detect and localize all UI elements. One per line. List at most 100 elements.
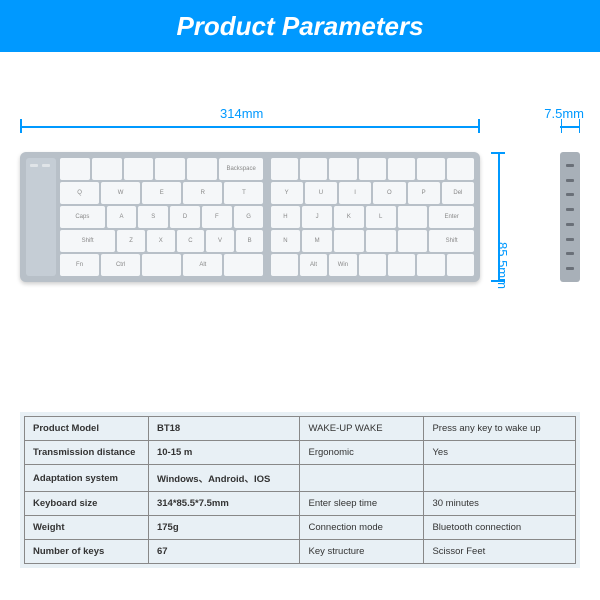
key: P xyxy=(408,182,440,204)
spec-value: Scissor Feet xyxy=(424,540,576,564)
spec-label: Key structure xyxy=(300,540,424,564)
spec-value: Bluetooth connection xyxy=(424,516,576,540)
spec-table-container: Product ModelBT18WAKE-UP WAKEPress any k… xyxy=(20,412,580,568)
key xyxy=(359,254,386,276)
key: Alt xyxy=(183,254,222,276)
keyboard-right-half: YUIOPDelHJKLEnterNMShiftAltWin xyxy=(271,158,475,276)
key: Alt xyxy=(300,254,327,276)
key: D xyxy=(170,206,200,228)
side-dot xyxy=(566,223,574,226)
key-row: CapsASDFG xyxy=(60,206,264,228)
key xyxy=(359,158,386,180)
key-row: NM Shift xyxy=(271,230,475,252)
spec-label: Ergonomic xyxy=(300,441,424,465)
key xyxy=(60,158,90,180)
key: Shift xyxy=(60,230,115,252)
key xyxy=(271,158,298,180)
key: Backspace xyxy=(219,158,264,180)
side-dot xyxy=(566,238,574,241)
header-banner: Product Parameters xyxy=(0,0,600,52)
key: Y xyxy=(271,182,303,204)
spec-value: 30 minutes xyxy=(424,492,576,516)
key-row xyxy=(271,158,475,180)
spec-value: 10-15 m xyxy=(148,441,300,465)
height-cap-t xyxy=(491,152,505,154)
side-dot xyxy=(566,252,574,255)
spec-label: Product Model xyxy=(25,417,149,441)
keyboard-left-half: BackspaceQWERTCapsASDFGShiftZXCVBFnCtrlA… xyxy=(60,158,264,276)
spec-label: Transmission distance xyxy=(25,441,149,465)
width-label: 314mm xyxy=(220,106,263,121)
spec-row: Keyboard size314*85.5*7.5mmEnter sleep t… xyxy=(25,492,576,516)
spec-value: 314*85.5*7.5mm xyxy=(148,492,300,516)
key: Win xyxy=(329,254,356,276)
key xyxy=(334,230,364,252)
key: F xyxy=(202,206,232,228)
key xyxy=(300,158,327,180)
key xyxy=(124,158,154,180)
spec-value: Yes xyxy=(424,441,576,465)
side-dot xyxy=(566,179,574,182)
spec-label: WAKE-UP WAKE xyxy=(300,417,424,441)
key: E xyxy=(142,182,181,204)
key xyxy=(224,254,263,276)
key xyxy=(417,158,444,180)
side-dot xyxy=(566,193,574,196)
key: N xyxy=(271,230,301,252)
spec-label xyxy=(300,465,424,492)
key: G xyxy=(234,206,264,228)
key: Shift xyxy=(429,230,474,252)
spec-row: Transmission distance10-15 mErgonomicYes xyxy=(25,441,576,465)
key xyxy=(447,158,474,180)
side-dot xyxy=(566,267,574,270)
key: L xyxy=(366,206,396,228)
key: A xyxy=(107,206,137,228)
width-dim-cap-left xyxy=(20,119,22,133)
key: H xyxy=(271,206,301,228)
spec-value xyxy=(424,465,576,492)
key xyxy=(142,254,181,276)
key: Ctrl xyxy=(101,254,140,276)
key: W xyxy=(101,182,140,204)
key-row: Backspace xyxy=(60,158,264,180)
width-dim-line xyxy=(20,126,480,128)
key: S xyxy=(138,206,168,228)
key xyxy=(388,254,415,276)
key xyxy=(398,230,428,252)
key: Enter xyxy=(429,206,474,228)
key: Fn xyxy=(60,254,99,276)
spec-row: Adaptation systemWindows、Android、IOS xyxy=(25,465,576,492)
key: M xyxy=(302,230,332,252)
spec-row: Product ModelBT18WAKE-UP WAKEPress any k… xyxy=(25,417,576,441)
key xyxy=(329,158,356,180)
spec-label: Adaptation system xyxy=(25,465,149,492)
key: J xyxy=(302,206,332,228)
key: O xyxy=(373,182,405,204)
keyboard-side-view xyxy=(560,152,580,282)
key xyxy=(155,158,185,180)
spec-label: Number of keys xyxy=(25,540,149,564)
key: I xyxy=(339,182,371,204)
key xyxy=(92,158,122,180)
keyboard-left-pad xyxy=(26,158,56,276)
key: B xyxy=(236,230,264,252)
thickness-cap-r xyxy=(579,119,581,133)
side-dot xyxy=(566,164,574,167)
key: V xyxy=(206,230,234,252)
spec-label: Weight xyxy=(25,516,149,540)
spec-row: Number of keys67Key structureScissor Fee… xyxy=(25,540,576,564)
key-row: YUIOPDel xyxy=(271,182,475,204)
key-row: QWERT xyxy=(60,182,264,204)
spec-value: Windows、Android、IOS xyxy=(148,465,300,492)
spec-table: Product ModelBT18WAKE-UP WAKEPress any k… xyxy=(24,416,576,564)
key-row: FnCtrl Alt xyxy=(60,254,264,276)
key-row: HJKLEnter xyxy=(271,206,475,228)
key: Z xyxy=(117,230,145,252)
key xyxy=(417,254,444,276)
key xyxy=(447,254,474,276)
key xyxy=(187,158,217,180)
thickness-cap-l xyxy=(561,119,563,133)
width-dim-cap-right xyxy=(478,119,480,133)
spec-label: Keyboard size xyxy=(25,492,149,516)
spec-row: Weight175gConnection modeBluetooth conne… xyxy=(25,516,576,540)
